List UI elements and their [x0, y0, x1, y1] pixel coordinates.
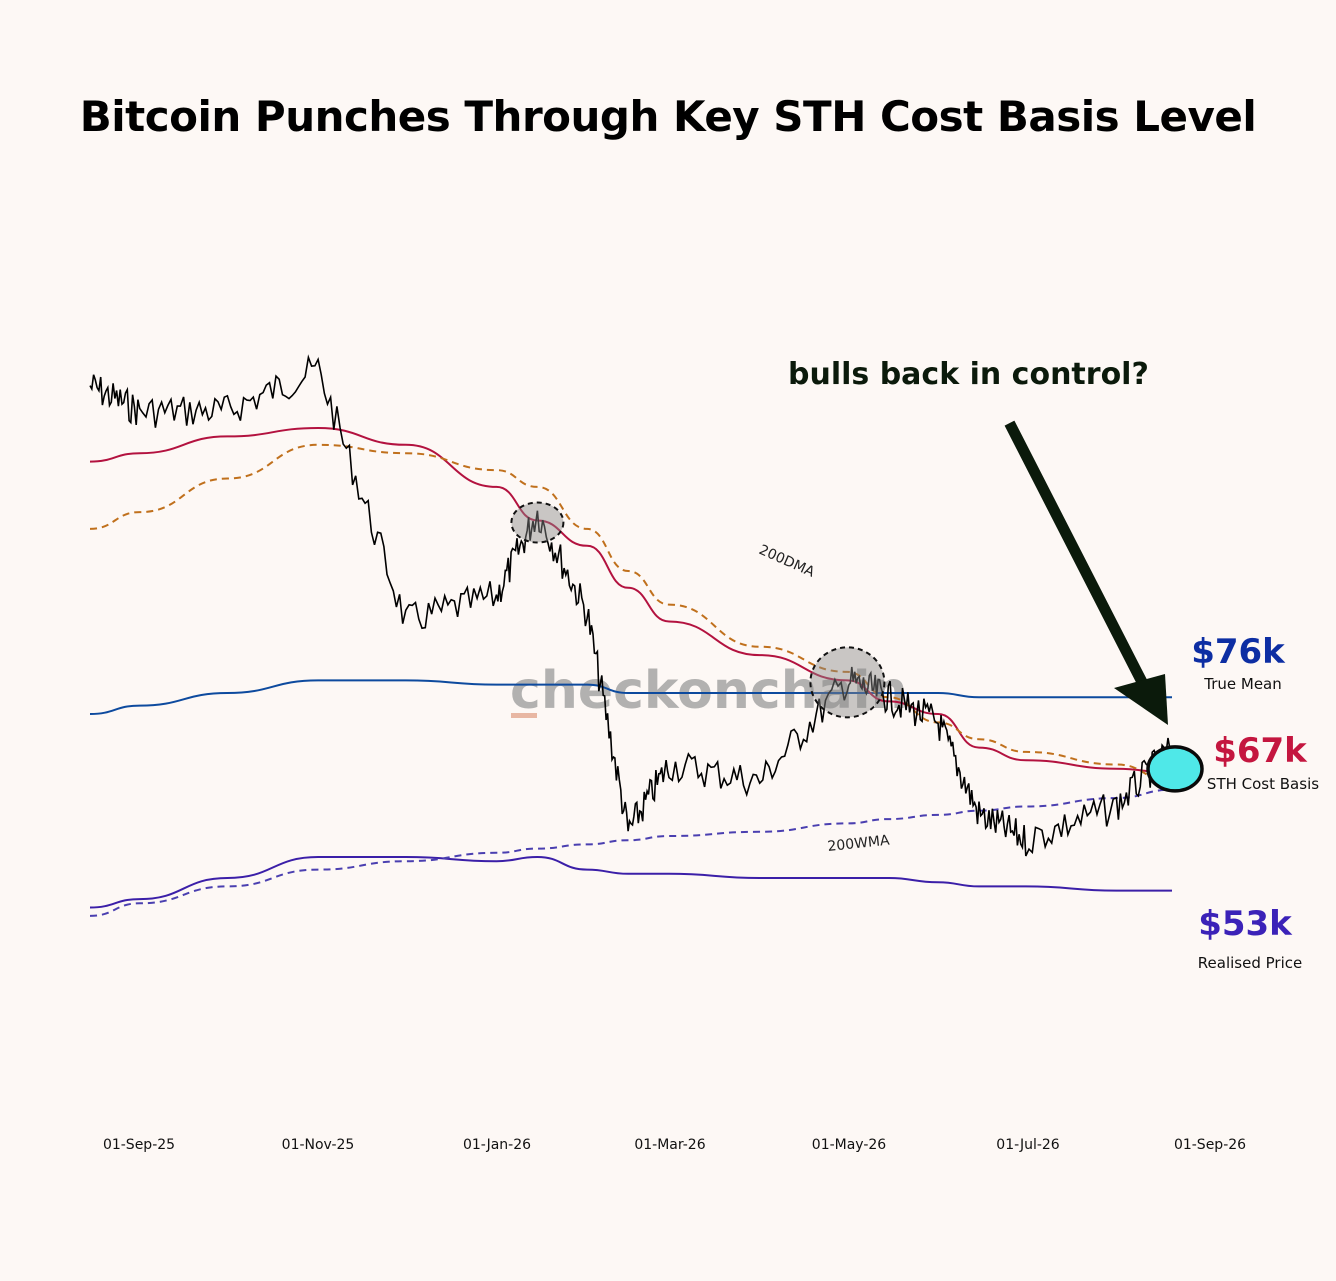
name-label-realised-price: Realised Price	[1198, 954, 1302, 972]
x-tick-label: 01-Jan-26	[463, 1137, 531, 1153]
annotation-arrow-shaft	[1004, 420, 1150, 690]
x-tick-label: 01-Jul-26	[996, 1137, 1059, 1153]
x-tick-label: 01-Mar-26	[634, 1137, 705, 1153]
line-label-200dma: 200DMA	[756, 542, 817, 581]
value-label-sth-cost-basis: $67k	[1213, 731, 1308, 771]
name-label-true-mean: True Mean	[1203, 675, 1282, 693]
series-true-mean	[89, 679, 1172, 715]
watermark-underline	[511, 713, 537, 718]
series-200dma	[89, 443, 1173, 783]
name-label-sth-cost-basis: STH Cost Basis	[1207, 775, 1319, 793]
series-sth-cost-basis	[89, 426, 1173, 774]
chart-title: Bitcoin Punches Through Key STH Cost Bas…	[79, 92, 1257, 141]
marker-rejection-may	[809, 646, 886, 719]
watermark: checkonchain	[510, 661, 908, 721]
x-tick-label: 01-Sep-26	[1174, 1137, 1246, 1153]
series-price	[89, 354, 1173, 857]
marker-rejection-jan	[510, 501, 565, 544]
marker-breakout	[1146, 745, 1204, 793]
x-tick-label: 01-May-26	[812, 1137, 887, 1153]
value-label-realised-price: $53k	[1198, 904, 1293, 944]
series-realised-price	[89, 855, 1172, 909]
x-tick-label: 01-Nov-25	[282, 1137, 355, 1153]
annotation-text: bulls back in control?	[788, 357, 1149, 392]
annotation-arrow-head	[1114, 674, 1168, 725]
x-tick-label: 01-Sep-25	[103, 1137, 175, 1153]
value-label-true-mean: $76k	[1191, 632, 1286, 672]
line-label-200wma: 200WMA	[827, 833, 891, 855]
series-200wma	[89, 788, 1173, 917]
